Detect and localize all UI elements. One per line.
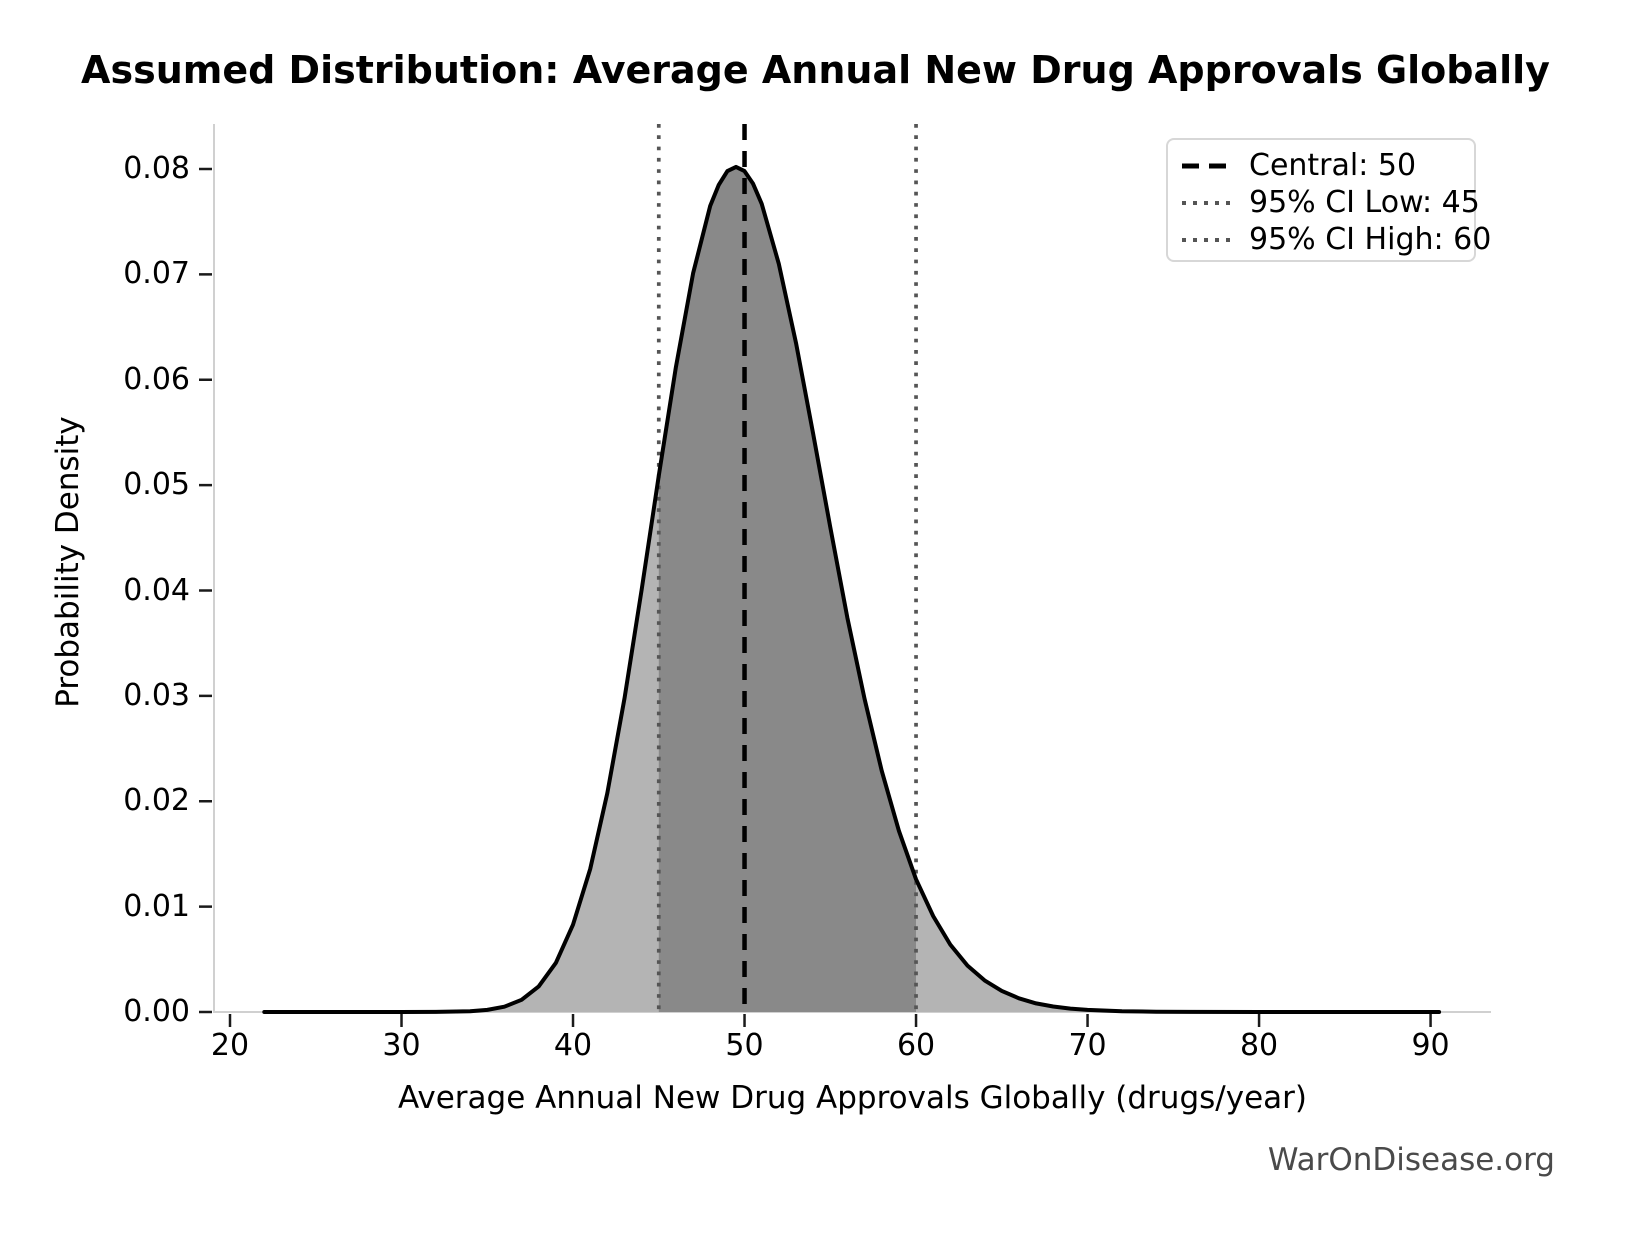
legend-item-label: 95% CI Low: 45 [1249, 185, 1480, 220]
y-tick-label: 0.05 [123, 467, 190, 503]
x-tick-label: 50 [725, 1028, 764, 1063]
legend: Central: 50 95% CI Low: 45 95% CI High: 60 [1166, 138, 1491, 262]
x-tick-label: 30 [382, 1028, 421, 1063]
y-tick-label: 0.03 [123, 677, 190, 713]
x-tick-label: 80 [1239, 1028, 1279, 1063]
y-tick-label: 0.00 [123, 994, 190, 1029]
ci-region-fill [658, 166, 916, 1012]
x-tick-label: 60 [896, 1028, 936, 1063]
x-tick-label: 40 [553, 1028, 593, 1063]
y-tick-label: 0.07 [123, 256, 190, 292]
dotted-line-sample-icon [1182, 237, 1232, 242]
dotted-line-sample-icon [1182, 200, 1232, 205]
watermark-text: WarOnDisease.org [1267, 1142, 1555, 1178]
x-tick-label: 20 [210, 1028, 250, 1063]
y-axis-label: Probability Density [50, 416, 86, 708]
legend-item-label: 95% CI High: 60 [1249, 222, 1492, 257]
distribution-plot [199, 124, 1491, 1027]
y-tick-label: 0.02 [123, 783, 190, 819]
x-tick-label: 70 [1068, 1028, 1107, 1063]
y-tick-label: 0.06 [123, 361, 190, 397]
x-axis-label: Average Annual New Drug Approvals Global… [398, 1080, 1307, 1116]
legend-item: Central: 50 [1168, 147, 1474, 184]
chart-title: Assumed Distribution: Average Annual New… [81, 48, 1550, 92]
y-tick-label: 0.04 [123, 572, 190, 608]
legend-item-label: Central: 50 [1249, 148, 1417, 183]
density-curve [262, 164, 1442, 1014]
y-tick-label: 0.01 [123, 888, 190, 924]
x-tick-label: 90 [1411, 1028, 1450, 1063]
legend-item: 95% CI Low: 45 [1168, 184, 1480, 221]
dashed-line-sample-icon [1182, 163, 1232, 168]
legend-item: 95% CI High: 60 [1168, 221, 1491, 258]
y-tick-label: 0.08 [123, 151, 190, 186]
